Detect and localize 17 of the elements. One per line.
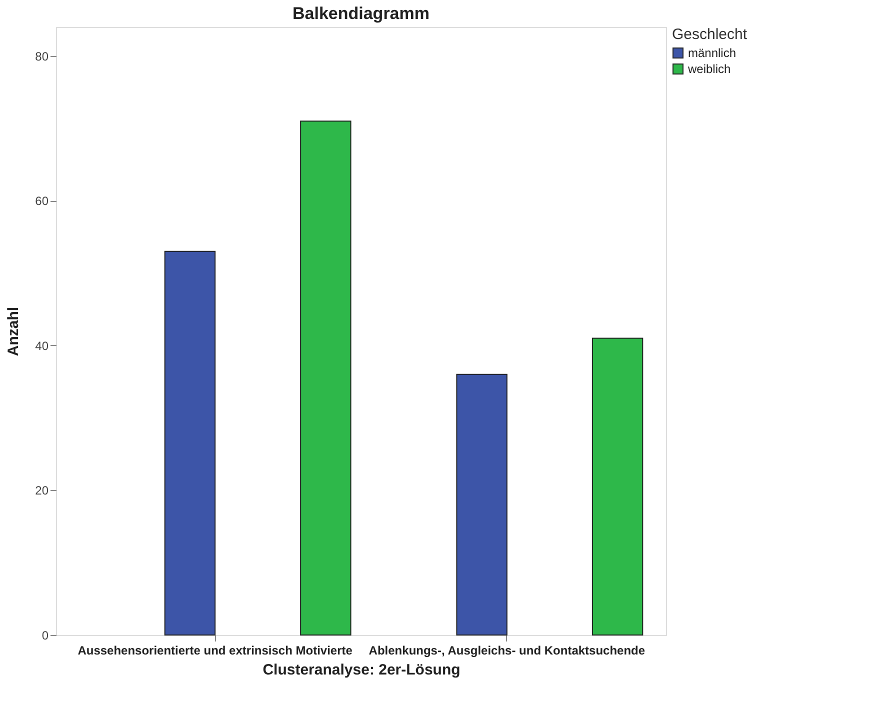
bar	[164, 250, 216, 636]
bar	[456, 374, 508, 636]
x-axis-title: Clusteranalyse: 2er-Lösung	[262, 662, 460, 678]
bar	[300, 120, 352, 636]
y-tick-label: 80	[35, 49, 49, 64]
y-tick-label: 0	[42, 628, 49, 642]
legend-label: männlich	[688, 46, 736, 60]
x-tick-label: Ablenkungs-, Ausgleichs- und Kontaktsuchende	[368, 644, 646, 658]
x-tick-label: Aussehensorientierte und extrinsisch Motivierte	[78, 644, 353, 658]
legend-label: weiblich	[687, 62, 731, 76]
y-tick-label: 60	[35, 194, 49, 208]
chart-title: Balkendiagramm	[292, 4, 430, 23]
y-tick-label: 20	[35, 484, 49, 498]
bar	[592, 338, 644, 636]
y-axis-title: Anzahl	[5, 306, 22, 356]
y-tick-label: 40	[35, 338, 49, 353]
legend-title: Geschlecht	[672, 26, 748, 43]
